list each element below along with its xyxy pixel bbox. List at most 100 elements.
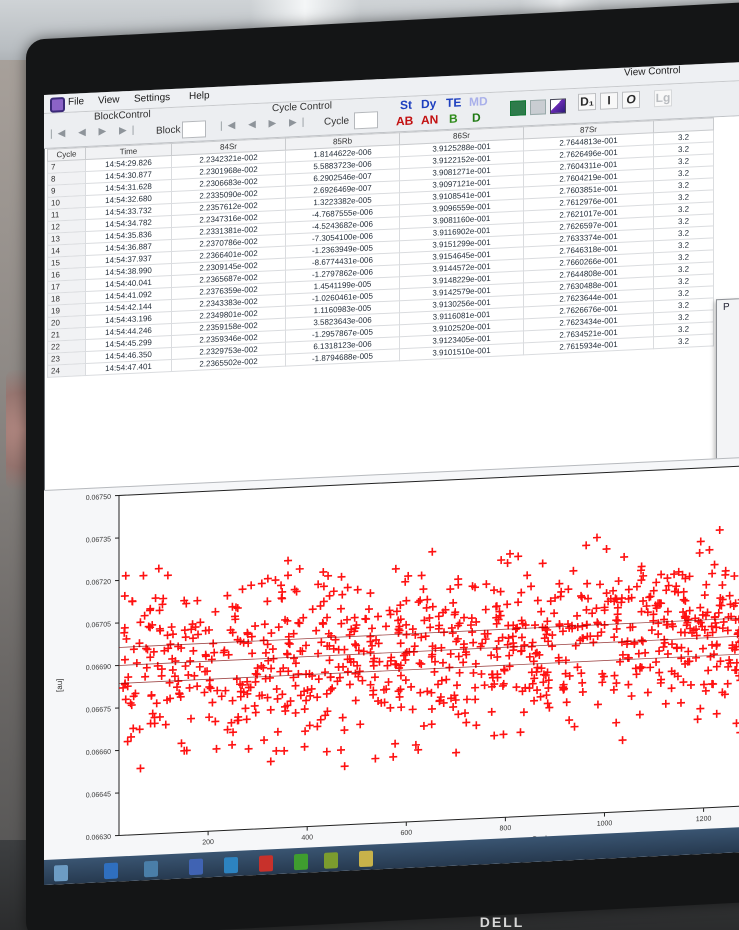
app-icon-5[interactable]	[294, 853, 308, 871]
ab-button[interactable]: AB	[396, 113, 414, 129]
chart-view-icon[interactable]	[550, 98, 566, 115]
scatter-point	[267, 629, 276, 638]
o-button[interactable]: O	[622, 90, 640, 109]
scatter-point	[318, 618, 327, 627]
menu-view[interactable]: View	[98, 94, 120, 107]
scatter-point	[387, 653, 396, 662]
scatter-point	[646, 592, 655, 601]
scatter-point	[377, 698, 386, 707]
scatter-point	[345, 630, 354, 639]
app-icon-3[interactable]	[224, 856, 238, 874]
scatter-point	[543, 668, 552, 677]
start-icon[interactable]	[54, 864, 68, 882]
scatter-point	[266, 705, 275, 714]
scatter-point	[610, 671, 619, 680]
scatter-point	[324, 629, 333, 638]
block-nav-arrows[interactable]: |◀ ◀ ▶ ▶|	[50, 124, 140, 140]
scatter-chart[interactable]: 0.06750 0.06735 0.06720 0.06705 0.06690 0.066…	[44, 457, 739, 861]
scatter-point	[323, 613, 332, 622]
dialog-title: P	[723, 301, 730, 313]
cycle-input[interactable]	[354, 111, 378, 130]
scatter-point	[620, 552, 629, 561]
scatter-point	[685, 657, 694, 666]
data-table: Cycle Time 84Sr 85Rb 86Sr 87Sr 7 14:54:29…	[47, 114, 739, 487]
scatter-point	[221, 686, 230, 695]
app-icon-6[interactable]	[324, 852, 338, 869]
d1-button[interactable]: D₁	[578, 92, 596, 111]
scatter-point	[480, 681, 489, 690]
scatter-point	[520, 641, 529, 650]
scatter-point	[364, 605, 373, 614]
app-icon-4[interactable]	[259, 855, 273, 872]
scatter-point	[723, 679, 732, 688]
scatter-point	[573, 623, 582, 632]
scatter-point	[242, 715, 251, 724]
scatter-point	[322, 747, 331, 756]
scatter-point	[148, 709, 157, 718]
an-button[interactable]: AN	[421, 112, 439, 128]
scatter-point	[269, 654, 278, 663]
scatter-point	[646, 663, 655, 672]
scatter-point	[481, 605, 490, 614]
b-button[interactable]: B	[449, 111, 458, 126]
scatter-point	[426, 623, 435, 632]
md-button[interactable]: MD	[469, 94, 488, 109]
scatter-point	[423, 595, 432, 604]
scatter-point	[167, 623, 176, 632]
scatter-point	[662, 586, 671, 595]
explorer-icon[interactable]	[104, 862, 118, 880]
y-tick-label: 0.06690	[86, 664, 111, 672]
scatter-point	[351, 640, 360, 649]
d-button[interactable]: D	[472, 110, 481, 125]
scatter-point	[346, 657, 355, 667]
scatter-point	[163, 696, 172, 705]
scatter-point	[428, 547, 437, 556]
scatter-point	[326, 685, 335, 694]
scatter-point	[152, 699, 161, 708]
menu-help[interactable]: Help	[189, 90, 210, 103]
block-input[interactable]	[182, 120, 206, 139]
scatter-point	[358, 676, 367, 685]
scatter-point	[402, 620, 411, 629]
scatter-point	[643, 688, 652, 697]
export-icon[interactable]	[510, 100, 526, 117]
scatter-point	[251, 669, 260, 678]
app-icon-1[interactable]	[144, 860, 158, 878]
scatter-point	[260, 620, 269, 629]
menu-settings[interactable]: Settings	[134, 92, 171, 105]
scatter-point	[462, 718, 471, 727]
scatter-point	[129, 692, 138, 701]
scatter-point	[434, 624, 443, 633]
scatter-point	[181, 662, 190, 671]
scatter-point	[691, 614, 700, 623]
scatter-point	[251, 677, 260, 686]
te-button[interactable]: TE	[446, 95, 462, 111]
scatter-point	[732, 719, 739, 728]
scatter-point	[271, 576, 280, 585]
scatter-point	[211, 717, 220, 726]
dy-button[interactable]: Dy	[421, 96, 437, 112]
scatter-point	[685, 572, 694, 581]
lg-button[interactable]: Lg	[654, 89, 672, 108]
scatter-point	[649, 610, 658, 619]
scatter-point	[588, 609, 597, 618]
table-view-icon[interactable]	[530, 99, 546, 116]
app-icon-2[interactable]	[189, 858, 203, 876]
scatter-point	[396, 639, 405, 648]
scatter-point	[181, 633, 190, 642]
scatter-point	[325, 656, 334, 665]
menu-file[interactable]: File	[68, 96, 85, 108]
scatter-point	[561, 669, 570, 678]
scatter-point	[449, 702, 458, 712]
scatter-point	[499, 730, 508, 739]
scatter-point	[147, 690, 156, 700]
st-button[interactable]: St	[400, 97, 412, 113]
scatter-point	[452, 748, 461, 757]
i-button[interactable]: I	[600, 91, 618, 110]
app-icon-7[interactable]	[359, 850, 373, 868]
cycle-nav-arrows[interactable]: |◀ ◀ ▶ ▶|	[220, 116, 310, 132]
plot-area[interactable]	[118, 464, 739, 836]
scatter-point	[500, 665, 509, 674]
scatter-point	[196, 618, 205, 627]
scatter-point	[207, 655, 216, 664]
